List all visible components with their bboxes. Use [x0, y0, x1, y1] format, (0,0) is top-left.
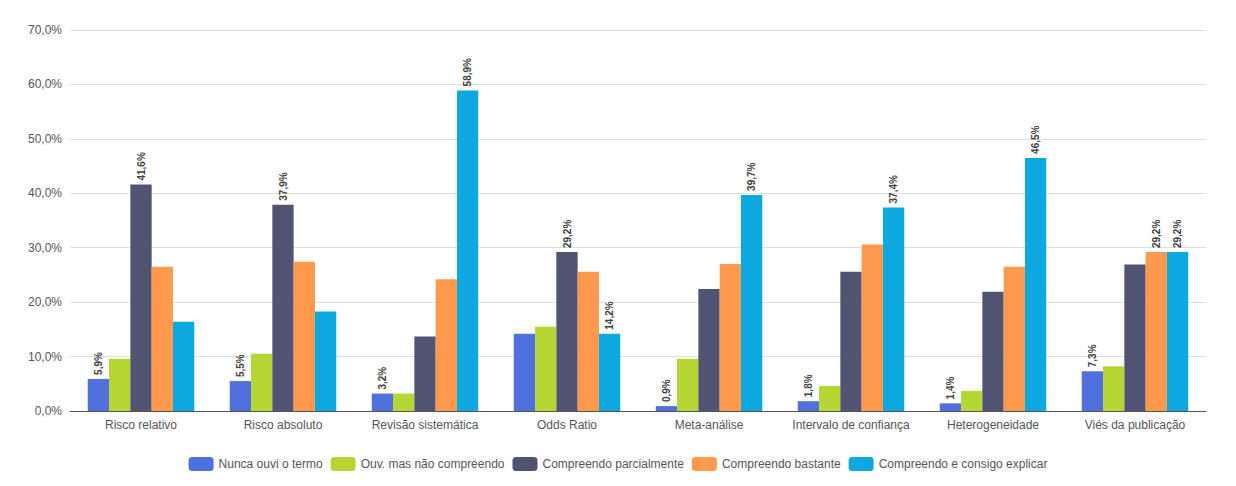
- svg-text:Meta-análise: Meta-análise: [675, 418, 744, 432]
- svg-text:46,5%: 46,5%: [1030, 125, 1041, 153]
- svg-text:10,0%: 10,0%: [28, 350, 62, 364]
- svg-text:14,2%: 14,2%: [604, 301, 615, 329]
- svg-text:29,2%: 29,2%: [1151, 220, 1162, 248]
- svg-text:Odds Ratio: Odds Ratio: [537, 418, 597, 432]
- svg-text:Compreendo parcialmente: Compreendo parcialmente: [542, 457, 684, 471]
- svg-text:Compreendo e consigo explicar: Compreendo e consigo explicar: [879, 457, 1048, 471]
- svg-text:Nunca ouvi o termo: Nunca ouvi o termo: [219, 457, 323, 471]
- svg-text:5,5%: 5,5%: [235, 354, 246, 377]
- svg-text:60,0%: 60,0%: [28, 77, 62, 91]
- svg-text:29,2%: 29,2%: [1172, 220, 1183, 248]
- svg-text:41,6%: 41,6%: [136, 152, 147, 180]
- svg-text:Risco relativo: Risco relativo: [105, 418, 177, 432]
- svg-text:Heterogeneidade: Heterogeneidade: [947, 418, 1039, 432]
- svg-text:Intervalo de confiança: Intervalo de confiança: [792, 418, 910, 432]
- svg-text:29,2%: 29,2%: [562, 220, 573, 248]
- svg-text:0,0%: 0,0%: [35, 404, 63, 418]
- svg-text:1,4%: 1,4%: [945, 376, 956, 399]
- svg-text:7,3%: 7,3%: [1087, 344, 1098, 367]
- svg-text:37,4%: 37,4%: [888, 175, 899, 203]
- svg-text:40,0%: 40,0%: [28, 186, 62, 200]
- svg-text:50,0%: 50,0%: [28, 132, 62, 146]
- svg-text:39,7%: 39,7%: [746, 162, 757, 190]
- svg-text:5,9%: 5,9%: [93, 352, 104, 375]
- svg-text:Viés da publicação: Viés da publicação: [1085, 418, 1186, 432]
- svg-text:30,0%: 30,0%: [28, 241, 62, 255]
- svg-text:70,0%: 70,0%: [28, 23, 62, 37]
- svg-text:0,9%: 0,9%: [661, 379, 672, 402]
- svg-text:Revisão sistemática: Revisão sistemática: [372, 418, 479, 432]
- svg-text:Risco absoluto: Risco absoluto: [244, 418, 323, 432]
- svg-text:58,9%: 58,9%: [462, 58, 473, 86]
- svg-text:Ouv. mas não compreendo: Ouv. mas não compreendo: [361, 457, 505, 471]
- svg-text:Compreendo bastante: Compreendo bastante: [722, 457, 841, 471]
- svg-text:37,9%: 37,9%: [278, 172, 289, 200]
- svg-text:20,0%: 20,0%: [28, 295, 62, 309]
- svg-text:1,8%: 1,8%: [803, 374, 814, 397]
- svg-text:3,2%: 3,2%: [377, 367, 388, 390]
